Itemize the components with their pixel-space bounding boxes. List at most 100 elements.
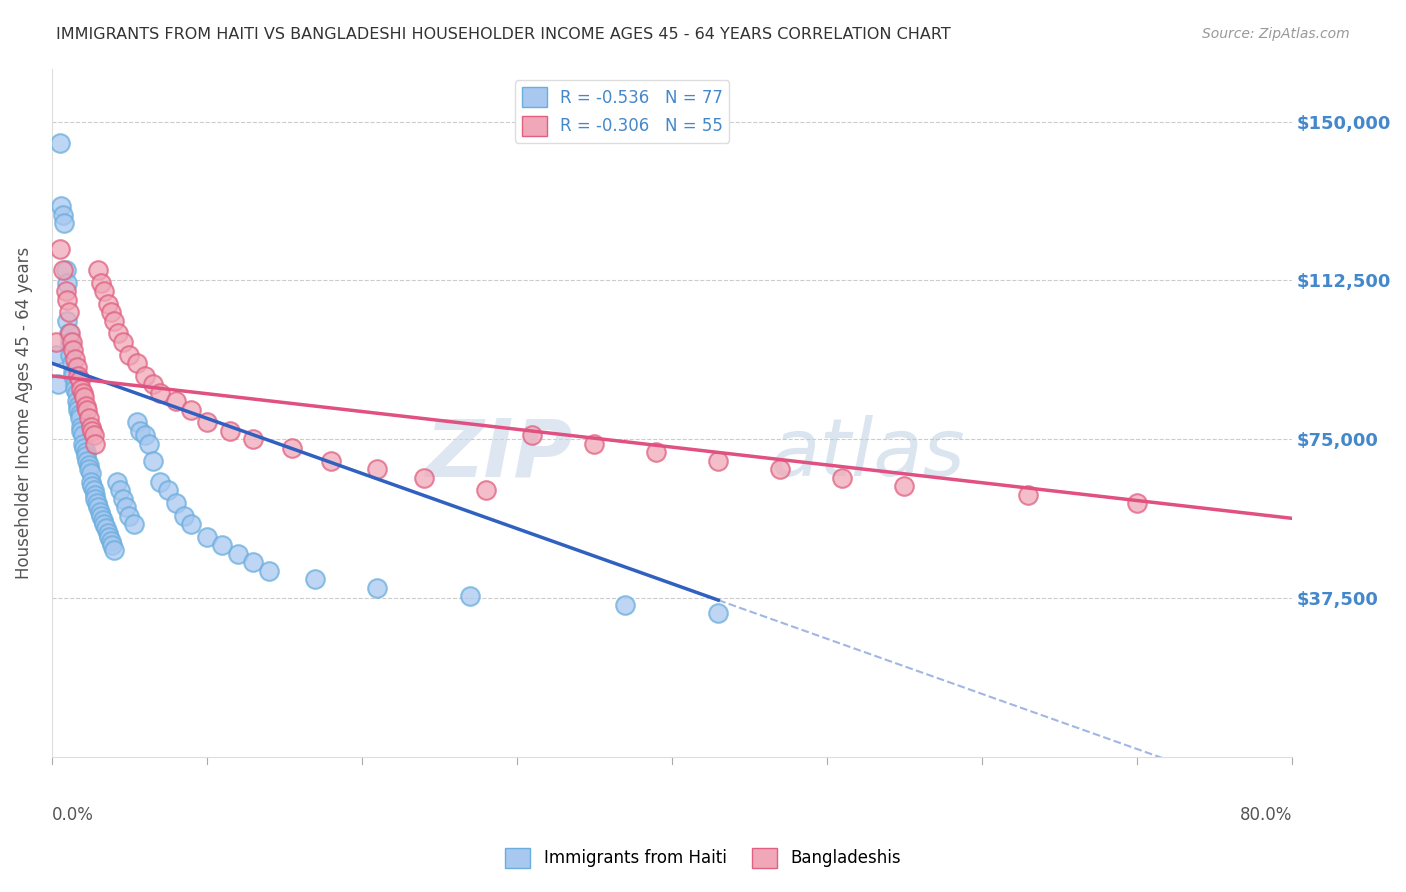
Point xyxy=(96,297,118,311)
Point xyxy=(59,334,82,349)
Point xyxy=(112,334,135,349)
Point xyxy=(122,517,145,532)
Point xyxy=(70,419,93,434)
Point xyxy=(90,508,112,523)
Point xyxy=(366,581,388,595)
Point xyxy=(63,377,86,392)
Point xyxy=(83,428,105,442)
Point xyxy=(226,547,249,561)
Point xyxy=(77,462,100,476)
Point xyxy=(769,462,792,476)
Point xyxy=(67,399,90,413)
Point xyxy=(73,390,96,404)
Point xyxy=(80,424,103,438)
Point xyxy=(76,453,98,467)
Point xyxy=(69,411,91,425)
Point xyxy=(100,534,122,549)
Point xyxy=(62,365,84,379)
Point xyxy=(69,407,91,421)
Point xyxy=(108,483,131,498)
Point xyxy=(474,483,496,498)
Text: atlas: atlas xyxy=(770,416,966,493)
Point xyxy=(70,382,93,396)
Point xyxy=(257,564,280,578)
Point xyxy=(831,470,853,484)
Point xyxy=(55,284,77,298)
Point xyxy=(62,343,84,358)
Point xyxy=(195,416,218,430)
Point xyxy=(522,428,544,442)
Point xyxy=(645,445,668,459)
Point xyxy=(319,453,342,467)
Point xyxy=(1017,487,1039,501)
Point xyxy=(195,530,218,544)
Point xyxy=(49,199,72,213)
Point xyxy=(458,590,481,604)
Point xyxy=(107,326,129,341)
Point xyxy=(77,458,100,472)
Point xyxy=(83,483,105,498)
Point xyxy=(65,385,87,400)
Point xyxy=(56,293,79,307)
Point xyxy=(707,453,730,467)
Point xyxy=(65,394,87,409)
Point xyxy=(72,385,94,400)
Text: Source: ZipAtlas.com: Source: ZipAtlas.com xyxy=(1202,27,1350,41)
Point xyxy=(893,479,915,493)
Point xyxy=(149,475,172,489)
Point xyxy=(59,326,82,341)
Point xyxy=(75,445,97,459)
Point xyxy=(70,424,93,438)
Point xyxy=(79,419,101,434)
Y-axis label: Householder Income Ages 45 - 64 years: Householder Income Ages 45 - 64 years xyxy=(15,247,32,579)
Point xyxy=(165,496,187,510)
Text: 80.0%: 80.0% xyxy=(1239,805,1292,823)
Point xyxy=(614,598,637,612)
Point xyxy=(79,467,101,481)
Point xyxy=(77,411,100,425)
Point xyxy=(211,538,233,552)
Point xyxy=(98,530,121,544)
Point xyxy=(65,360,87,375)
Legend: Immigrants from Haiti, Bangladeshis: Immigrants from Haiti, Bangladeshis xyxy=(499,841,907,875)
Point xyxy=(45,334,67,349)
Point xyxy=(115,500,138,515)
Point xyxy=(112,491,135,506)
Point xyxy=(89,504,111,518)
Point xyxy=(45,348,67,362)
Point xyxy=(52,263,75,277)
Point xyxy=(707,607,730,621)
Point xyxy=(100,305,122,319)
Point xyxy=(90,276,112,290)
Point xyxy=(242,555,264,569)
Point xyxy=(48,242,70,256)
Point xyxy=(52,208,75,222)
Point xyxy=(242,433,264,447)
Point xyxy=(73,441,96,455)
Point xyxy=(141,453,163,467)
Point xyxy=(53,216,76,230)
Legend: R = -0.536   N = 77, R = -0.306   N = 55: R = -0.536 N = 77, R = -0.306 N = 55 xyxy=(515,80,730,143)
Point xyxy=(134,428,156,442)
Point xyxy=(180,517,202,532)
Point xyxy=(76,402,98,417)
Point xyxy=(103,542,125,557)
Point xyxy=(118,508,141,523)
Point xyxy=(67,402,90,417)
Point xyxy=(138,436,160,450)
Point xyxy=(141,377,163,392)
Point xyxy=(125,356,148,370)
Point xyxy=(91,513,114,527)
Point xyxy=(304,572,326,586)
Point xyxy=(63,382,86,396)
Point xyxy=(60,334,83,349)
Point xyxy=(86,496,108,510)
Point xyxy=(103,314,125,328)
Point xyxy=(165,394,187,409)
Point xyxy=(75,450,97,464)
Point xyxy=(58,305,80,319)
Point xyxy=(84,487,107,501)
Point xyxy=(583,436,606,450)
Point xyxy=(67,368,90,383)
Point xyxy=(281,441,304,455)
